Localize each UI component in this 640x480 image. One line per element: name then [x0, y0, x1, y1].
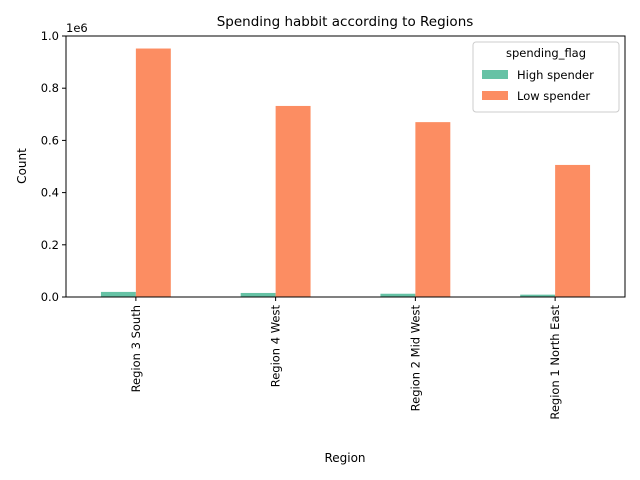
y-tick-label: 0.8 — [41, 81, 59, 95]
legend-box — [472, 41, 620, 113]
x-tick-label: Region 2 Mid West — [408, 305, 422, 412]
bar-low-spender-3 — [415, 122, 451, 297]
y-axis-label: Count — [15, 148, 29, 184]
bar-low-spender-1 — [135, 48, 171, 297]
bar-low-spender-4 — [555, 164, 591, 297]
legend-label: Low spender — [517, 89, 590, 103]
x-tick-label: Region 4 West — [269, 305, 283, 388]
legend-label: High spender — [517, 68, 594, 82]
legend: spending_flag High spender Low spender — [472, 41, 620, 113]
bar-high-spender-1 — [100, 291, 136, 297]
chart-title: Spending habbit according to Regions — [217, 14, 474, 30]
legend-swatch-low-spender — [482, 91, 508, 100]
bar-high-spender-4 — [520, 294, 556, 297]
bar-high-spender-2 — [240, 292, 276, 297]
x-tick-label: Region 3 South — [129, 305, 143, 392]
x-ticks-group: Region 3 South Region 4 West Region 2 Mid … — [129, 297, 562, 420]
x-tick-label: Region 1 North East — [548, 305, 562, 420]
legend-title: spending_flag — [506, 46, 586, 60]
y-scale-label: 1e6 — [66, 21, 88, 35]
y-ticks-group: 0.0 0.2 0.4 0.6 0.8 1.0 — [41, 29, 66, 304]
y-tick-label: 0.6 — [41, 133, 59, 147]
bar-high-spender-3 — [380, 293, 416, 297]
bars-group — [100, 48, 591, 297]
y-tick-label: 0.0 — [41, 290, 59, 304]
y-tick-label: 0.2 — [41, 238, 59, 252]
plot-frame — [65, 35, 626, 298]
x-axis-label: Region — [324, 451, 365, 465]
y-tick-label: 0.4 — [41, 186, 59, 200]
bar-low-spender-2 — [275, 105, 311, 297]
legend-swatch-high-spender — [482, 70, 508, 79]
y-tick-label: 1.0 — [41, 29, 59, 43]
